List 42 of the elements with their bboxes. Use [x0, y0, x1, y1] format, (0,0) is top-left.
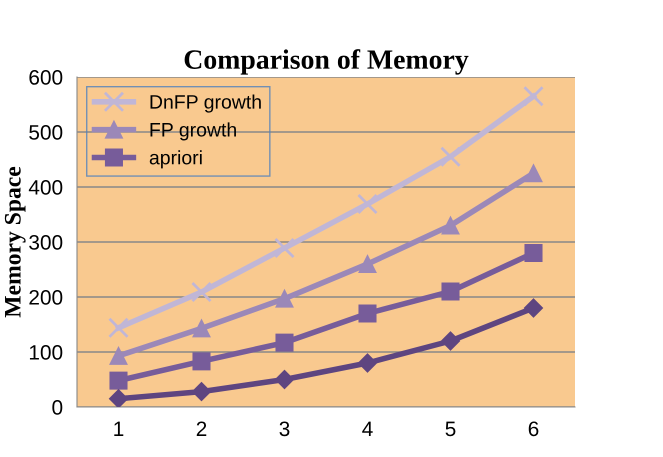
- x-tick-label: 4: [362, 422, 373, 436]
- point: [109, 372, 128, 390]
- point: [357, 194, 378, 214]
- point: [358, 353, 378, 373]
- x-tick-label: 6: [528, 421, 538, 436]
- y-tick-label: 600: [29, 70, 62, 85]
- point: [274, 238, 295, 258]
- point: [358, 304, 377, 323]
- point: [192, 319, 211, 338]
- legend-label: FP growth: [150, 122, 236, 140]
- point: [523, 86, 544, 107]
- point: [524, 244, 543, 262]
- x-tick-label: 5: [446, 422, 456, 436]
- point: [524, 298, 544, 318]
- point: [441, 216, 460, 235]
- point: [358, 254, 377, 274]
- y-tick-label: 200: [29, 290, 62, 305]
- point: [108, 389, 128, 407]
- point: [275, 334, 294, 352]
- point: [108, 317, 129, 338]
- point: [441, 282, 460, 301]
- point: [440, 146, 461, 168]
- y-tick-label: 400: [28, 180, 62, 195]
- y-tick-label: 300: [29, 235, 62, 250]
- y-axis-title: Memory Space: [4, 166, 26, 318]
- y-tick-label: 0: [52, 400, 62, 415]
- point: [275, 290, 294, 308]
- point: [440, 331, 460, 351]
- legend-label: DnFP growth: [150, 94, 261, 113]
- x-tick-label: 2: [196, 421, 206, 436]
- y-tick-label: 100: [30, 345, 62, 360]
- x-tick-label: 3: [280, 421, 290, 436]
- point: [191, 282, 212, 302]
- point: [192, 352, 211, 370]
- legend-label: apriori: [150, 150, 202, 168]
- point: [192, 382, 212, 402]
- y-tick-label: 500: [29, 125, 62, 140]
- point: [524, 164, 543, 182]
- x-tick-label: 1: [114, 422, 124, 436]
- point: [274, 370, 294, 390]
- chart-title: Comparison of Memory: [184, 49, 468, 75]
- point: [109, 346, 128, 365]
